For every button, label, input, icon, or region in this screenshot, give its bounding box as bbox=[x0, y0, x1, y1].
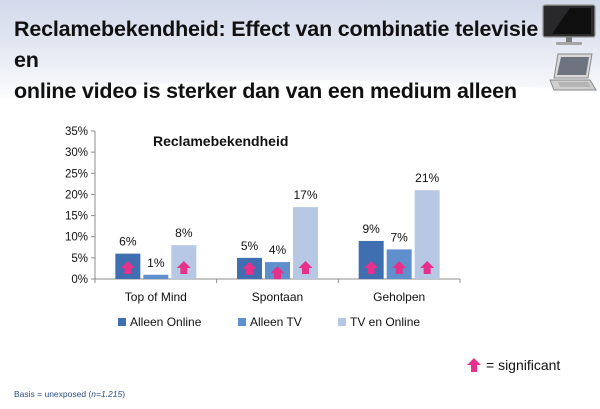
header-band bbox=[0, 0, 600, 120]
legend-swatch bbox=[118, 318, 126, 326]
y-tick-label: 15% bbox=[65, 211, 88, 223]
significance-arrow-icon bbox=[420, 261, 435, 274]
y-tick-label: 30% bbox=[65, 147, 88, 159]
chart-title: Reclamebekendheid bbox=[153, 133, 288, 149]
legend-label: TV en Online bbox=[350, 315, 420, 329]
data-label: 17% bbox=[293, 188, 317, 202]
data-label: 9% bbox=[362, 222, 380, 236]
x-category-label: Top of Mind bbox=[125, 290, 187, 304]
significance-arrow-icon bbox=[270, 266, 285, 280]
significance-arrow-icon bbox=[120, 261, 135, 274]
legend-swatch bbox=[238, 318, 246, 326]
significance-arrow-icon bbox=[364, 261, 379, 274]
data-label: 4% bbox=[269, 243, 287, 257]
data-label: 1% bbox=[147, 256, 165, 270]
legend-label: Alleen TV bbox=[250, 315, 302, 329]
legend-swatch bbox=[338, 318, 346, 326]
data-label: 21% bbox=[415, 171, 439, 185]
significance-arrow-icon bbox=[176, 261, 191, 274]
y-tick-label: 5% bbox=[71, 253, 88, 265]
y-tick-label: 10% bbox=[65, 232, 88, 244]
laptop-icon bbox=[549, 53, 597, 91]
significance-label: = significant bbox=[486, 357, 561, 373]
data-label: 5% bbox=[241, 239, 259, 253]
footnote-suffix: ) bbox=[122, 389, 126, 399]
significance-arrow-icon bbox=[242, 261, 257, 275]
data-label: 6% bbox=[119, 235, 137, 249]
legend-label: Alleen Online bbox=[130, 315, 202, 329]
y-tick-label: 20% bbox=[65, 189, 88, 201]
tv-monitor-icon bbox=[542, 4, 596, 45]
significance-legend: = significant bbox=[466, 357, 560, 373]
y-tick-label: 0% bbox=[71, 274, 88, 286]
bar bbox=[143, 274, 169, 279]
y-tick-label: 35% bbox=[65, 126, 88, 138]
header-wave-decoration bbox=[0, 80, 600, 120]
significance-arrow-icon bbox=[298, 261, 313, 274]
data-label: 7% bbox=[390, 230, 408, 244]
slide-title-line-2: online video is sterker dan van een medi… bbox=[14, 79, 517, 103]
footnote-prefix: Basis = unexposed ( bbox=[14, 389, 92, 399]
slide-title: Reclamebekendheid: Effect van combinatie… bbox=[14, 14, 544, 107]
footnote: Basis = unexposed (n=1.215) bbox=[14, 389, 125, 399]
y-tick-label: 25% bbox=[65, 168, 88, 180]
x-category-label: Geholpen bbox=[373, 290, 425, 304]
slide-title-line-1: Reclamebekendheid: Effect van combinatie… bbox=[14, 17, 539, 72]
data-label: 8% bbox=[175, 226, 193, 240]
footnote-n: n=1.215 bbox=[91, 389, 123, 399]
significance-arrow-icon bbox=[467, 358, 481, 372]
x-category-label: Spontaan bbox=[252, 290, 303, 304]
significance-arrow-icon bbox=[392, 261, 407, 274]
